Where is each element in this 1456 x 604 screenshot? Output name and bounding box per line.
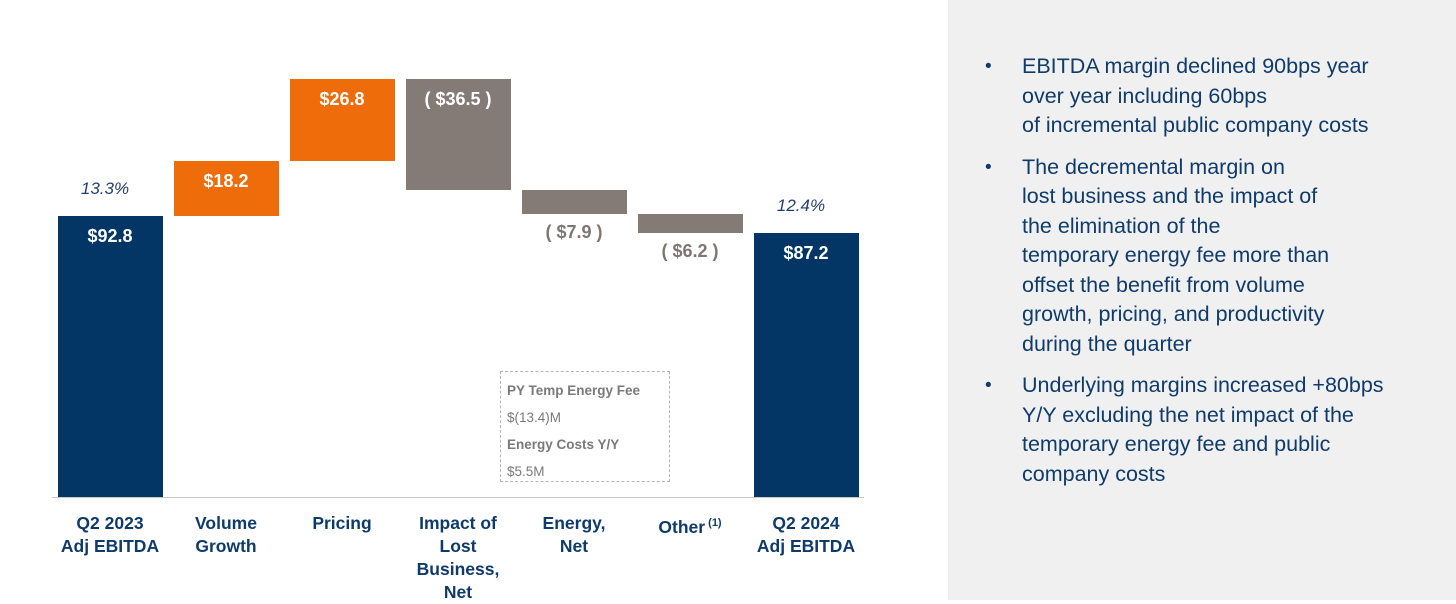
category-label-line: Q2 2024	[772, 513, 840, 533]
commentary-panel: • EBITDA margin declined 90bps year over y…	[948, 0, 1456, 600]
category-label-2: Volume Growth	[161, 512, 291, 558]
category-label-line: Adj EBITDA	[60, 536, 160, 556]
bar-value-label-4: ( $36.5 )	[424, 89, 492, 110]
bullet-text-line: offset the benefit from volume	[1022, 272, 1305, 297]
bullet-text-line: the elimination of the	[1022, 213, 1221, 238]
energy-callout-box: PY Temp Energy Fee $(13.4)M Energy Costs…	[500, 371, 670, 482]
bullet-text-line: over year including 60bps	[1022, 83, 1268, 108]
bar-value-label-2: $18.2	[203, 170, 249, 191]
bar-1	[57, 215, 163, 497]
bullet-text-line: Y/Y excluding the net impact of the	[1022, 402, 1354, 427]
bar-value-label-5: ( $7.9 )	[545, 221, 603, 242]
bar-3	[289, 79, 395, 161]
category-label-line-wrap: Other (1)	[625, 512, 755, 539]
bullet-item-2: • The decremental margin on lost business …	[985, 153, 1445, 360]
bullet-dot-icon: •	[985, 375, 992, 396]
bullet-item-1: • EBITDA margin declined 90bps year over y…	[985, 52, 1445, 141]
category-label-7: Q2 2024 Adj EBITDA	[741, 512, 871, 558]
bar-4	[405, 79, 511, 191]
bullet-text-line: of incremental public company costs	[1022, 113, 1369, 137]
callout-line2-value: $5.5M	[507, 464, 545, 479]
bar-value-label-1: $92.8	[87, 225, 133, 246]
bar-5	[521, 190, 627, 214]
waterfall-chart: $92.8 13.3% $18.2 $26.8 ( $36.5 ) ( $7.9 ) ( $…	[45, 79, 871, 602]
bullet-text-line: The decremental margin on	[1022, 154, 1285, 179]
bullet-text-line: company costs	[1022, 461, 1166, 486]
bar-6	[637, 213, 743, 233]
callout-line2-title: Energy Costs Y/Y	[507, 437, 620, 452]
category-label-5: Energy, Net	[509, 512, 639, 558]
commentary-bullets: • EBITDA margin declined 90bps year over y…	[985, 52, 1445, 501]
category-label-line: Volume	[195, 513, 257, 533]
bullet-text-line: lost business and the impact of	[1022, 184, 1318, 208]
category-label-4: Impact of Lost Business, Net	[393, 512, 523, 604]
margin-label-1: 13.3%	[80, 178, 130, 198]
callout-line1-title: PY Temp Energy Fee	[507, 383, 641, 398]
category-label-line: Energy,	[542, 513, 606, 533]
category-label-line: Q2 2023	[76, 513, 144, 533]
bullet-dot-icon: •	[985, 156, 992, 178]
chart-baseline	[52, 497, 864, 498]
category-label-3: Pricing	[277, 512, 407, 535]
bar-value-label-3: $26.8	[319, 89, 365, 110]
category-label-6: Other (1)	[625, 512, 755, 539]
category-label-1: Q2 2023 Adj EBITDA	[45, 512, 175, 558]
bullet-dot-icon: •	[985, 56, 992, 77]
callout-line1-value: $(13.4)M	[507, 410, 562, 425]
category-label-line: Other	[658, 516, 706, 537]
category-label-line: Adj EBITDA	[756, 536, 856, 556]
category-label-line: Business,	[416, 559, 500, 579]
margin-label-7: 12.4%	[776, 195, 826, 215]
bar-2	[173, 160, 279, 216]
bullet-text-line: temporary energy fee and public	[1022, 432, 1331, 456]
category-label-line: Impact of	[419, 513, 497, 533]
bar-7	[753, 232, 859, 497]
bullet-text-line: temporary energy fee more than	[1022, 243, 1330, 267]
bullet-item-3: • Underlying margins increased +80bps Y/Y …	[985, 371, 1445, 489]
footnote-marker: (1)	[705, 517, 722, 529]
category-label-line: Net	[443, 582, 473, 602]
category-label-line: Growth	[195, 536, 257, 556]
bullet-text-line: Underlying margins increased +80bps	[1022, 373, 1384, 397]
bullet-text-line: during the quarter	[1022, 331, 1192, 356]
category-label-line: Net	[559, 536, 589, 556]
bullet-text-line: EBITDA margin declined 90bps year	[1022, 54, 1369, 78]
bullet-text-line: growth, pricing, and productivity	[1022, 302, 1325, 326]
category-label-line: Lost	[439, 536, 477, 556]
bar-value-label-7: $87.2	[783, 242, 829, 263]
category-label-line: Pricing	[312, 513, 372, 533]
bar-value-label-6: ( $6.2 )	[661, 240, 719, 261]
